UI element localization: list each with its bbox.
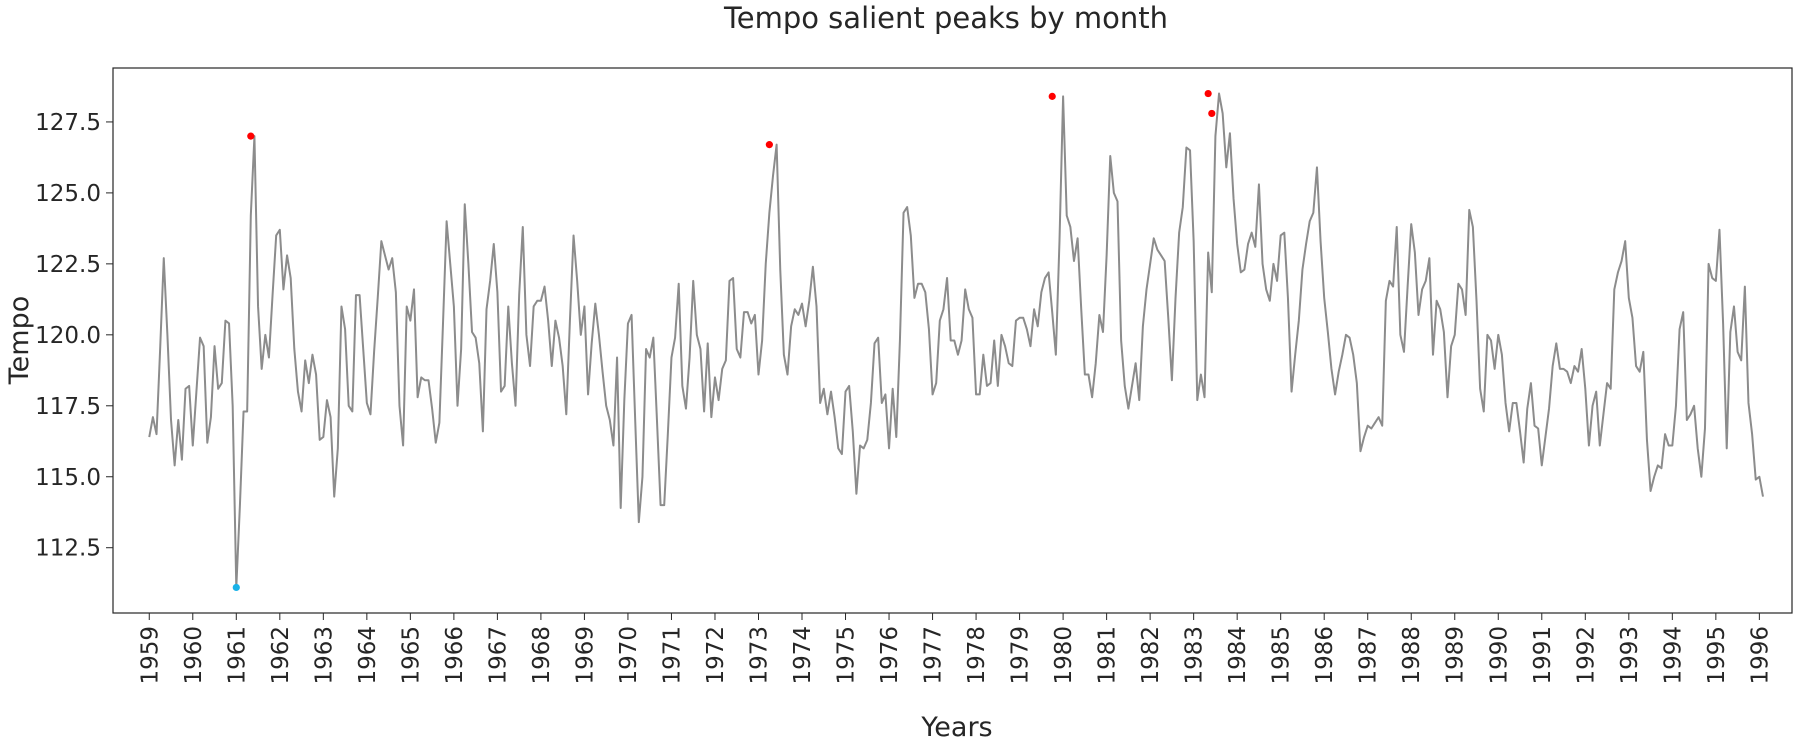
x-tick-label: 1976 <box>877 626 903 685</box>
high-peak-marker <box>1208 109 1216 118</box>
y-tick-label: 120.0 <box>35 323 101 349</box>
x-tick-label: 1968 <box>529 626 555 685</box>
y-tick-label: 115.0 <box>35 465 101 491</box>
x-tick-label: 1966 <box>442 626 468 685</box>
x-tick-label: 1987 <box>1356 626 1382 685</box>
y-tick-label: 112.5 <box>35 536 101 562</box>
x-tick-label: 1962 <box>268 626 294 685</box>
x-tick-label: 1991 <box>1530 626 1556 685</box>
x-tick-label: 1981 <box>1095 626 1121 685</box>
low-peak-marker <box>232 583 240 592</box>
x-tick-label: 1979 <box>1008 626 1034 685</box>
x-tick-label: 1995 <box>1704 626 1730 685</box>
x-tick-label: 1984 <box>1225 626 1251 685</box>
x-tick-label: 1961 <box>224 626 250 685</box>
x-tick-label: 1994 <box>1660 626 1686 685</box>
x-tick-label: 1992 <box>1573 626 1599 685</box>
x-axis: 1959 1960 1961 1962 1963 1964 1965 1966 1967 1968… <box>137 613 1773 685</box>
x-axis-label: Years <box>920 712 992 743</box>
x-tick-label: 1980 <box>1051 626 1077 685</box>
x-tick-label: 1969 <box>572 626 598 685</box>
x-tick-label: 1977 <box>921 626 947 685</box>
x-tick-label: 1960 <box>181 626 207 685</box>
x-tick-label: 1978 <box>964 626 990 685</box>
y-tick-label: 125.0 <box>35 181 101 207</box>
plot-frame <box>112 67 1793 614</box>
high-peak-marker <box>1048 92 1056 100</box>
x-tick-label: 1993 <box>1617 626 1643 685</box>
high-peak-marker <box>1204 89 1212 98</box>
peak-markers <box>232 89 1216 592</box>
x-tick-label: 1971 <box>659 626 685 685</box>
y-tick-label: 127.5 <box>35 110 101 136</box>
x-tick-label: 1989 <box>1443 626 1469 685</box>
x-tick-label: 1986 <box>1312 626 1338 685</box>
x-tick-label: 1974 <box>790 626 816 685</box>
y-axis: 112.5 115.0 117.5 120.0 122.5 125.0 127.5 <box>35 110 113 562</box>
x-tick-label: 1985 <box>1269 626 1295 685</box>
x-tick-label: 1965 <box>398 626 424 685</box>
x-tick-label: 1990 <box>1486 626 1512 685</box>
x-tick-label: 1963 <box>311 626 337 685</box>
x-tick-label: 1972 <box>703 626 729 685</box>
x-tick-label: 1996 <box>1747 626 1773 685</box>
x-tick-label: 1970 <box>616 626 642 685</box>
x-tick-label: 1973 <box>746 626 772 685</box>
high-peak-marker <box>247 132 255 140</box>
x-tick-label: 1988 <box>1399 626 1425 685</box>
x-tick-label: 1982 <box>1138 626 1164 685</box>
y-tick-label: 122.5 <box>35 252 101 278</box>
x-tick-label: 1964 <box>355 626 381 685</box>
tempo-series-line <box>148 92 1764 589</box>
chart-title: Tempo salient peaks by month <box>723 1 1168 35</box>
x-tick-label: 1967 <box>485 626 511 685</box>
y-axis-label: Tempo <box>4 296 35 385</box>
x-tick-label: 1959 <box>137 626 163 685</box>
y-tick-label: 117.5 <box>35 394 101 420</box>
x-tick-label: 1983 <box>1182 626 1208 685</box>
high-peak-marker <box>765 141 773 149</box>
x-tick-label: 1975 <box>834 626 860 685</box>
